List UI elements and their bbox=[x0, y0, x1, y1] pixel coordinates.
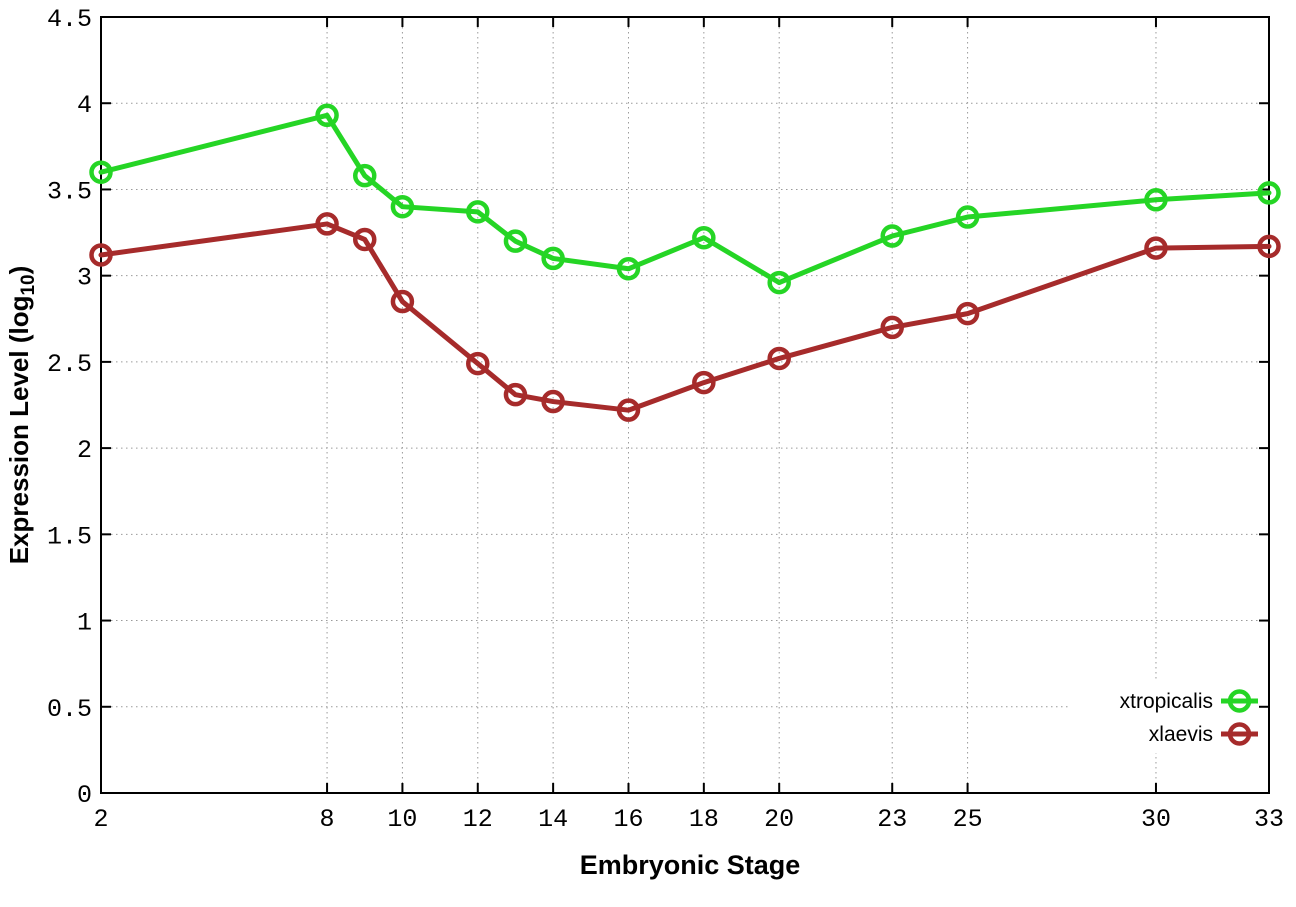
data-point-marker bbox=[767, 346, 791, 371]
x-tick-label: 23 bbox=[877, 805, 907, 834]
data-point-marker bbox=[880, 315, 904, 340]
data-point-marker bbox=[89, 160, 113, 184]
data-point-marker bbox=[390, 289, 415, 314]
legend-label-xlaevis: xlaevis bbox=[1149, 723, 1213, 746]
y-tick-label: 2.5 bbox=[47, 350, 92, 379]
x-tick-label: 12 bbox=[463, 805, 493, 834]
legend-marker-icons bbox=[1221, 689, 1258, 746]
plot-frame-and-ticks bbox=[100, 16, 1270, 794]
data-point-marker bbox=[390, 194, 415, 219]
series-xlaevis bbox=[89, 212, 1281, 422]
legend-sample-marker-xtropicalis bbox=[1227, 689, 1252, 713]
data-point-marker bbox=[1257, 234, 1281, 259]
tick-labels: 2 8 10 12 14 16 18 20 23 25 30 33 0 0.5 1 1.5 2 2.5 3 3.5 4 4… bbox=[47, 5, 1284, 834]
data-point-marker bbox=[1257, 181, 1281, 205]
x-tick-label: 30 bbox=[1141, 805, 1171, 834]
x-axis-label: Embryonic Stage bbox=[580, 850, 801, 880]
y-axis-label: Expression Level (log10) bbox=[4, 266, 39, 565]
x-tick-label: 16 bbox=[613, 805, 643, 834]
data-point-marker bbox=[692, 370, 716, 395]
plot-border bbox=[100, 16, 1270, 794]
x-tick-label: 2 bbox=[93, 805, 108, 834]
data-point-marker bbox=[1144, 188, 1168, 212]
x-tick-label: 14 bbox=[538, 805, 568, 834]
data-point-marker bbox=[955, 205, 980, 229]
y-tick-label: 0.5 bbox=[47, 695, 92, 724]
data-point-marker bbox=[466, 351, 490, 376]
x-tick-label: 10 bbox=[387, 805, 417, 834]
legend-label-xtropicalis: xtropicalis bbox=[1120, 690, 1213, 713]
x-tick-label: 8 bbox=[320, 805, 335, 834]
x-tick-label: 20 bbox=[764, 805, 794, 834]
data-point-marker bbox=[315, 212, 339, 236]
y-tick-label: 1 bbox=[77, 609, 92, 638]
series-xtropicalis-line bbox=[98, 112, 1272, 286]
y-tick-label: 0 bbox=[77, 781, 92, 810]
y-tick-label: 1.5 bbox=[47, 522, 92, 551]
series-xlaevis-line bbox=[98, 221, 1272, 413]
data-point-marker bbox=[352, 163, 377, 188]
y-tick-label: 3 bbox=[77, 264, 92, 293]
data-point-marker bbox=[616, 398, 641, 422]
legend-sample-marker-xlaevis bbox=[1227, 722, 1252, 746]
legend: xtropicalis xlaevis bbox=[1120, 689, 1258, 746]
data-point-marker bbox=[692, 225, 716, 250]
data-point-marker bbox=[541, 389, 565, 414]
data-point-marker bbox=[352, 227, 377, 252]
x-tick-label: 18 bbox=[689, 805, 719, 834]
series-xtropicalis bbox=[89, 103, 1281, 295]
data-point-marker bbox=[880, 224, 904, 248]
x-tick-label: 25 bbox=[953, 805, 983, 834]
data-point-marker bbox=[315, 103, 339, 128]
data-point-marker bbox=[89, 243, 113, 267]
x-tick-label: 33 bbox=[1254, 805, 1284, 834]
y-tick-label: 3.5 bbox=[47, 177, 92, 206]
data-point-marker bbox=[767, 270, 791, 295]
data-point-marker bbox=[466, 200, 490, 224]
data-point-marker bbox=[1144, 236, 1168, 260]
series-layer bbox=[89, 103, 1281, 422]
data-point-marker bbox=[616, 257, 641, 281]
data-point-marker bbox=[541, 246, 565, 271]
y-tick-label: 4.5 bbox=[47, 5, 92, 34]
grid-layer bbox=[101, 17, 1269, 793]
data-point-marker bbox=[503, 229, 528, 253]
y-tick-label: 2 bbox=[77, 436, 92, 465]
data-point-marker bbox=[503, 382, 528, 407]
data-point-marker bbox=[955, 301, 980, 326]
y-tick-label: 4 bbox=[77, 91, 92, 120]
